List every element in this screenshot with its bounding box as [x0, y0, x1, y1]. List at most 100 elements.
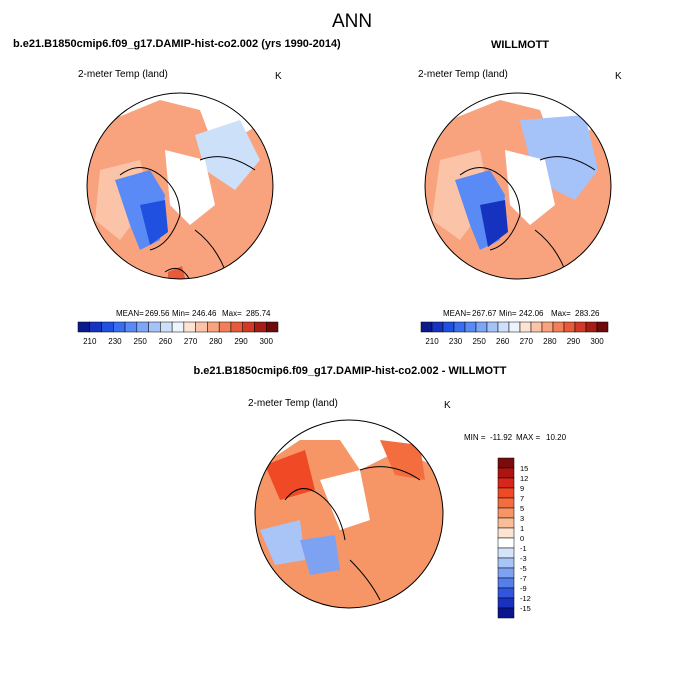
- colorbar-swatch: [585, 321, 598, 333]
- colorbar-swatch: [596, 321, 609, 333]
- panel-model-units: K: [275, 71, 282, 82]
- colorbar-tick-label: -9: [520, 584, 527, 593]
- slight-cool-region: [260, 520, 305, 565]
- strong-warm-region-2: [380, 440, 425, 480]
- panel-obs-stats: MEAN= 267.67 Min= 242.06 Max= 283.26: [443, 309, 600, 318]
- colorbar-tick-label: 280: [209, 337, 223, 346]
- neutral-region: [320, 470, 370, 530]
- colorbar-swatch: [497, 527, 515, 539]
- very-cold-region: [140, 200, 168, 245]
- colorbar-swatch: [497, 567, 515, 579]
- panel-diff-stats: MIN = -11.92 MAX = 10.20: [464, 433, 567, 442]
- colorbar-tick-label: 12: [520, 474, 528, 483]
- colorbar-tick-label: 300: [590, 337, 604, 346]
- colorbar-swatch: [497, 477, 515, 489]
- panel-obs-units: K: [615, 71, 622, 82]
- colorbar-tick-label: 5: [520, 504, 524, 513]
- colorbar-tick-label: -12: [520, 594, 531, 603]
- colorbar-swatch: [171, 321, 185, 333]
- colorbar-swatch: [101, 321, 114, 333]
- colorbar-swatch: [475, 321, 488, 333]
- colorbar-swatch: [420, 321, 433, 333]
- svg-text:242.06: 242.06: [519, 309, 544, 318]
- main-title: ANN: [332, 11, 372, 32]
- colorbar-swatch: [508, 321, 521, 333]
- colorbar-swatch: [148, 321, 161, 333]
- panel-obs-variable: 2-meter Temp (land): [418, 69, 508, 80]
- colorbar-swatch: [497, 587, 515, 599]
- svg-text:285.74: 285.74: [246, 309, 271, 318]
- cool-diff-region: [300, 535, 340, 575]
- colorbar-swatch: [497, 497, 515, 509]
- colorbar-tick-label: -5: [520, 564, 527, 573]
- panel-model-title: b.e21.B1850cmip6.f09_g17.DAMIP-hist-co2.…: [13, 38, 341, 50]
- colorbar-swatch: [552, 321, 565, 333]
- colorbar-swatch: [89, 321, 102, 333]
- very-cold-region: [480, 200, 508, 247]
- colorbar-tick-label: 270: [184, 337, 198, 346]
- colorbar-swatch: [431, 321, 444, 333]
- colorbar-tick-label: -15: [520, 604, 531, 613]
- colorbar-tick-label: 280: [543, 337, 557, 346]
- svg-text:MAX =: MAX =: [516, 433, 541, 442]
- colorbar-swatch: [497, 537, 515, 549]
- panel-diff-variable: 2-meter Temp (land): [248, 398, 338, 409]
- svg-text:MIN =: MIN =: [464, 433, 486, 442]
- svg-text:Min=: Min=: [499, 309, 517, 318]
- cool-land-region: [195, 120, 260, 190]
- panel-model-stats: MEAN= 269.56 Min= 246.46 Max= 285.74: [116, 309, 271, 318]
- panel-model-map-border: [86, 92, 274, 280]
- colorbar-swatch: [574, 321, 587, 333]
- arctic-ocean: [505, 150, 555, 225]
- panel-model: b.e21.B1850cmip6.f09_g17.DAMIP-hist-co2.…: [13, 38, 341, 346]
- colorbar-swatch: [230, 321, 243, 333]
- colorbar-swatch: [486, 321, 499, 333]
- colorbar-swatch: [530, 321, 543, 333]
- svg-text:MEAN=: MEAN=: [116, 309, 144, 318]
- colorbar-swatch: [497, 517, 515, 529]
- colorbar-swatch: [497, 457, 515, 469]
- colorbar-swatch: [195, 321, 208, 333]
- svg-text:Max=: Max=: [551, 309, 571, 318]
- svg-text:267.67: 267.67: [472, 309, 497, 318]
- svg-text:269.56: 269.56: [145, 309, 170, 318]
- panel-obs-title: WILLMOTT: [491, 39, 549, 51]
- colorbar-swatch: [183, 321, 196, 333]
- colorbar-swatch: [77, 321, 91, 333]
- colorbar-swatch: [541, 321, 554, 333]
- colorbar-tick-label: -1: [520, 544, 527, 553]
- colorbar-tick-label: -7: [520, 574, 527, 583]
- colorbar-tick-label: 7: [520, 494, 524, 503]
- svg-text:-11.92: -11.92: [490, 433, 513, 442]
- colorbar-swatch: [442, 321, 455, 333]
- colorbar-swatch: [497, 557, 515, 569]
- panel-obs-map: [425, 93, 611, 279]
- colorbar-swatch: [254, 321, 267, 333]
- colorbar-swatch: [265, 321, 279, 333]
- colorbar-swatch: [497, 487, 515, 499]
- colorbar-swatch: [453, 321, 466, 333]
- colorbar-tick-label: -3: [520, 554, 527, 563]
- panel-diff: b.e21.B1850cmip6.f09_g17.DAMIP-hist-co2.…: [194, 365, 567, 619]
- svg-text:Max=: Max=: [222, 309, 242, 318]
- panel-obs-colorbar: 210 230 250 260 270 280 290 300: [420, 321, 609, 346]
- colorbar-tick-label: 3: [520, 514, 524, 523]
- coastline: [459, 156, 596, 271]
- colorbar-swatch: [497, 467, 515, 479]
- svg-text:Min=: Min=: [172, 309, 190, 318]
- coastline: [119, 156, 256, 279]
- svg-text:283.26: 283.26: [575, 309, 600, 318]
- coastline: [284, 466, 421, 601]
- colorbar-tick-label: 260: [159, 337, 173, 346]
- panel-diff-title: b.e21.B1850cmip6.f09_g17.DAMIP-hist-co2.…: [194, 365, 507, 377]
- colorbar-swatch: [160, 321, 173, 333]
- panel-model-map: [87, 93, 273, 279]
- colorbar-tick-label: 290: [234, 337, 248, 346]
- colorbar-swatch: [563, 321, 576, 333]
- colorbar-tick-label: 230: [449, 337, 463, 346]
- hot-land-region: [168, 266, 188, 279]
- colorbar-tick-label: 9: [520, 484, 524, 493]
- colorbar-swatch: [464, 321, 477, 333]
- colorbar-swatch: [497, 607, 515, 619]
